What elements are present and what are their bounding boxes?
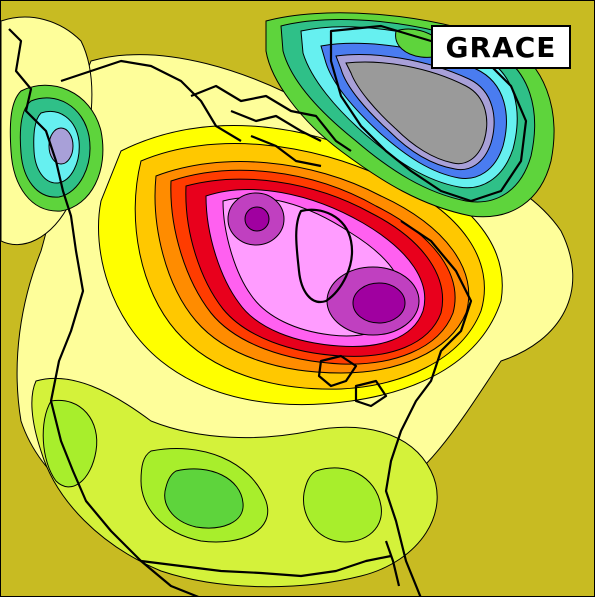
core-darkpurple-west (244, 206, 270, 232)
contour-greenland-grey (345, 61, 488, 165)
core-darkpurple-east (352, 282, 406, 324)
core-alaska-lavender (48, 127, 74, 165)
contour-light-green-3 (303, 467, 382, 543)
grace-label: GRACE (431, 25, 571, 69)
contour-green (164, 468, 244, 529)
